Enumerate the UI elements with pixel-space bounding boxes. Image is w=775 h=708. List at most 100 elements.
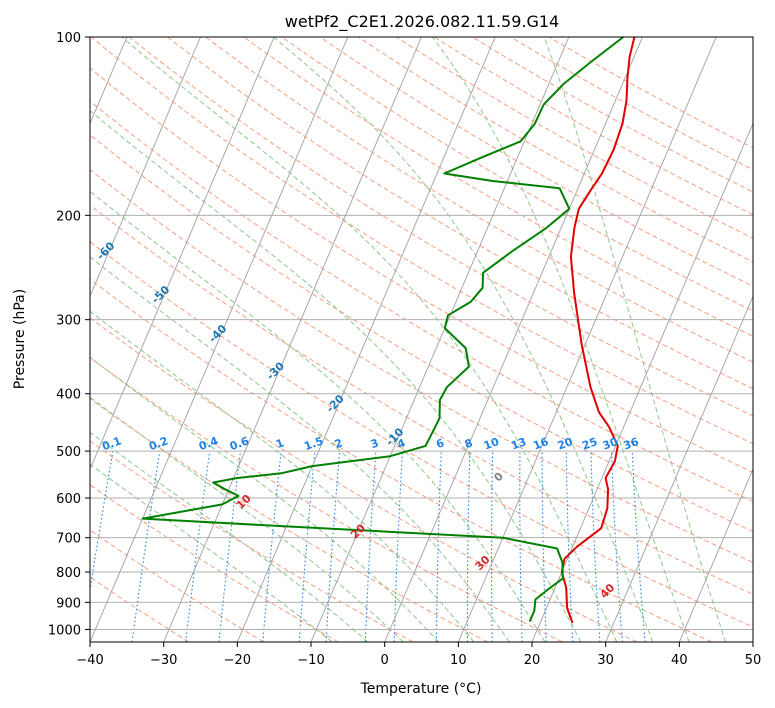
- x-tick-label: 50: [745, 653, 762, 668]
- dry-adiabat-line: [90, 278, 712, 642]
- mixing-ratio-label: 25: [580, 435, 599, 452]
- dry-adiabat-line: [90, 37, 753, 445]
- mixing-ratio-label: 0.1: [100, 434, 123, 453]
- dry-adiabat-line: [90, 440, 414, 642]
- moist-adiabat-line: [273, 37, 654, 642]
- x-tick-label: −30: [150, 653, 177, 668]
- dry-adiabat-line: [129, 37, 753, 417]
- isotherm-line: [384, 37, 643, 642]
- isotherm-line: [310, 37, 570, 642]
- pressure-gridlines: [90, 37, 753, 630]
- dry-adiabat-line: [281, 37, 753, 312]
- plot-frame: [89, 36, 754, 643]
- dry-adiabat-line: [396, 37, 753, 239]
- moist-adiabats: [90, 37, 727, 642]
- dry-adiabat-line: [510, 37, 753, 171]
- x-tick-label: −10: [297, 653, 324, 668]
- moist-adiabat-line: [90, 256, 510, 642]
- mixing-ratio-line: [262, 451, 282, 642]
- profile-lines: [141, 37, 636, 624]
- x-tick-label: 0: [381, 653, 389, 668]
- x-tick-label: 40: [671, 653, 688, 668]
- y-tick-label: 900: [56, 596, 81, 611]
- moist-adiabat-line: [431, 37, 690, 642]
- mixing-ratio-line: [90, 451, 114, 594]
- dry-adiabat-line: [90, 529, 264, 642]
- isotherm-line: [90, 37, 349, 642]
- y-tick-label: 300: [56, 314, 81, 329]
- x-tick-label: 20: [524, 653, 541, 668]
- mixing-ratio-line: [185, 451, 211, 642]
- dry-adiabat-line: [548, 37, 753, 149]
- isotherm-line: [163, 37, 422, 642]
- isotherm-line: [752, 640, 753, 642]
- isotherm-line: [457, 37, 717, 642]
- moist-adiabat-line: [90, 190, 546, 642]
- mixing-ratio-label: 6: [434, 436, 446, 451]
- mixing-ratio-label: 16: [531, 435, 550, 453]
- dry-adiabat-line: [90, 67, 753, 473]
- temperature-profile-line: [560, 37, 636, 624]
- dry-adiabat-line: [90, 317, 638, 642]
- y-axis-title: Pressure (hPa): [12, 289, 28, 389]
- y-tick-label: 800: [56, 566, 81, 581]
- isotherm-line: [605, 295, 753, 642]
- y-tick-label: 1000: [48, 623, 81, 638]
- mixing-ratio-label: 10: [482, 435, 501, 453]
- dry-adiabat-line: [472, 37, 753, 193]
- y-tick-label: 500: [56, 445, 81, 460]
- mixing-ratio-label: 30: [601, 435, 620, 453]
- moist-adiabat-line: [90, 310, 475, 642]
- mixing-ratio-label: 36: [622, 435, 641, 453]
- y-tick-label: 400: [56, 388, 81, 403]
- dry-adiabat-line: [90, 134, 753, 533]
- mixing-ratio-label: 0.2: [147, 434, 170, 453]
- mixing-ratio-label: 3: [369, 436, 381, 451]
- mixing-ratio-label: 1.5: [302, 434, 325, 453]
- mixing-ratio-label: 8: [463, 436, 475, 451]
- moist-adiabat-line: [90, 356, 439, 642]
- dry-adiabat-line: [357, 37, 753, 263]
- mixing-ratio-label: 13: [509, 435, 528, 452]
- y-tick-label: 700: [56, 532, 81, 547]
- dry-adiabat-line: [243, 37, 753, 337]
- dry-adiabat-line: [205, 37, 753, 363]
- moist-adiabat-line: [90, 431, 369, 642]
- isotherm-line: [531, 122, 753, 642]
- x-tick-label: −20: [224, 653, 251, 668]
- y-tick-label: 200: [56, 209, 81, 224]
- isotherm-line: [90, 37, 201, 298]
- mixing-ratio-line: [631, 451, 646, 642]
- dry-adiabat-line: [167, 37, 753, 390]
- dewpoint-profile-line: [141, 37, 624, 622]
- mixing-ratio-line: [298, 451, 316, 642]
- dry-adiabat-line: [90, 204, 753, 595]
- mixing-ratio-label: 0.4: [197, 434, 220, 453]
- x-tick-label: 10: [450, 653, 467, 668]
- isotherm-line: [90, 37, 275, 471]
- dry-adiabat-line: [90, 168, 753, 564]
- moist-adiabat-line: [121, 37, 618, 642]
- plot-area: [90, 37, 753, 642]
- moist-adiabat-line: [90, 396, 404, 642]
- moist-adiabat-line: [90, 463, 333, 642]
- axes: −40 −30 −20 −10 0 10 20 30 40 50 1000 900 800 700 600 5…: [48, 31, 761, 668]
- x-tick-label: 30: [597, 653, 614, 668]
- mixing-ratio-label: 20: [556, 435, 575, 453]
- mixing-ratio-label: 0.6: [228, 434, 251, 453]
- mixing-ratio-label: 2: [333, 436, 345, 451]
- y-tick-label: 600: [56, 492, 81, 507]
- isotherm-label: -80: [0, 144, 11, 167]
- mixing-ratio-label: 4: [395, 436, 407, 451]
- y-tick-label: 100: [56, 31, 81, 46]
- moist-adiabat-line: [90, 110, 582, 642]
- dry-adiabat-line: [90, 484, 339, 642]
- mixing-ratio-label: 1: [274, 436, 286, 451]
- chart-title: wetPf2_C2E1.2026.082.11.59.G14: [285, 12, 559, 32]
- dry-adiabat-line: [90, 241, 753, 628]
- isotherm-line: [678, 467, 753, 642]
- isotherms: [90, 37, 753, 642]
- isotherm-line: [236, 37, 496, 642]
- x-tick-label: −40: [76, 653, 103, 668]
